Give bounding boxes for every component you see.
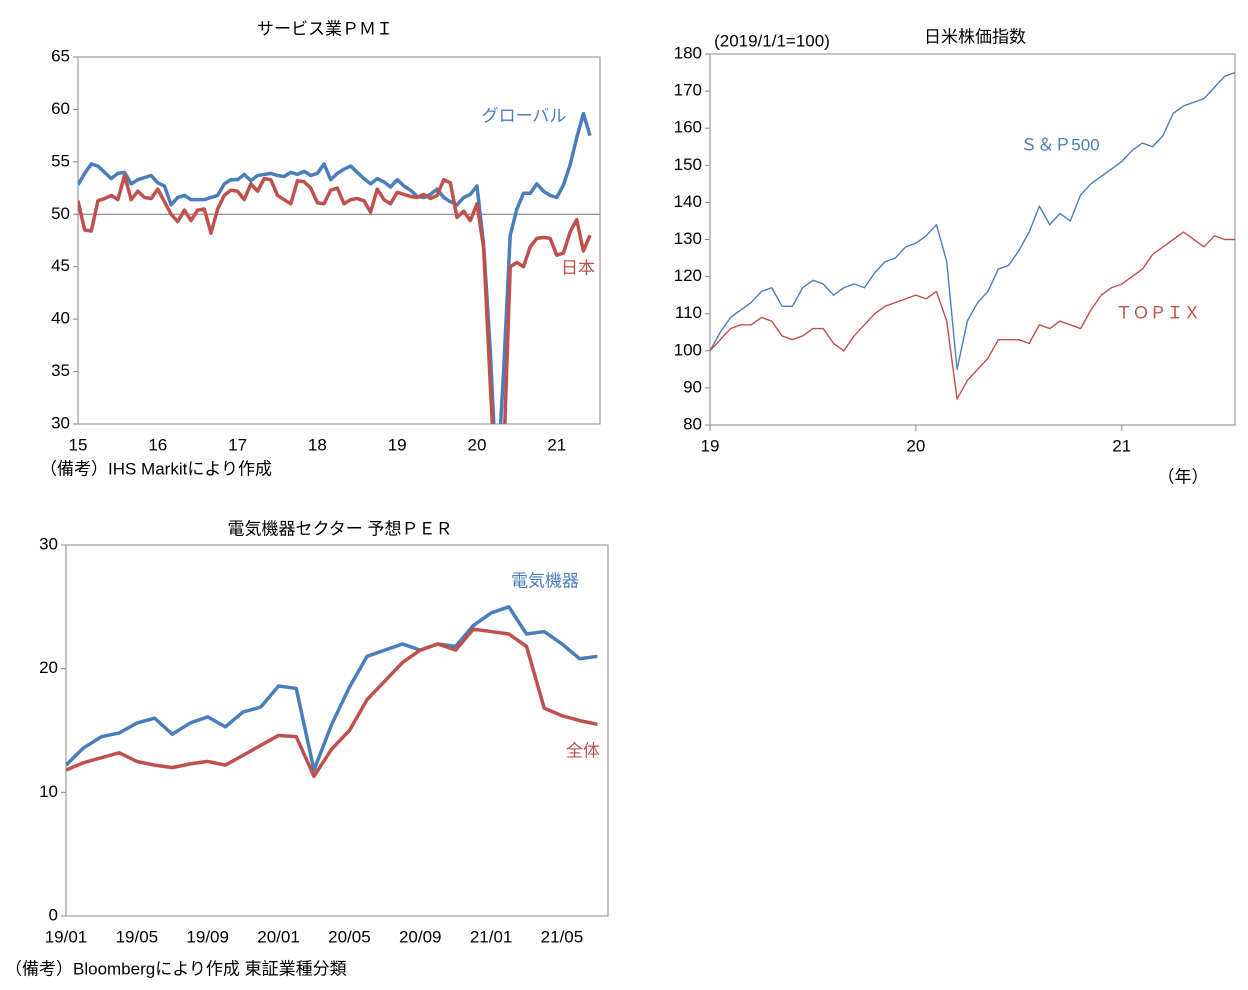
x-tick-label: 20/05 [328, 927, 371, 946]
y-tick-label: 30 [39, 534, 58, 553]
series-line [710, 71, 1235, 371]
y-tick-label: 90 [683, 377, 702, 396]
y-tick-label: 65 [51, 46, 70, 65]
chart-note: （備考）IHS Markitにより作成 [40, 459, 272, 478]
plot-frame [65, 544, 609, 917]
x-tick-label: 19/01 [45, 927, 88, 946]
chart-note: （備考）Bloombergにより作成 東証業種分類 [5, 959, 347, 978]
y-tick-label: 100 [674, 340, 702, 359]
y-tick-label: 140 [674, 192, 702, 211]
x-tick-label: 19 [701, 436, 720, 455]
x-tick-label: 20 [906, 436, 925, 455]
x-tick-label: 20/01 [257, 927, 300, 946]
y-tick-label: 150 [674, 155, 702, 174]
x-tick-label: 20/09 [399, 927, 442, 946]
x-tick-label: 19 [388, 435, 407, 454]
series-label: 電気機器 [511, 571, 579, 590]
y-tick-label: 120 [674, 266, 702, 285]
x-tick-label: 19/05 [116, 927, 159, 946]
x-tick-label: 18 [308, 435, 327, 454]
plot-frame [77, 56, 601, 425]
x-tick-label: 17 [228, 435, 247, 454]
x-axis-label: （年） [1158, 467, 1209, 486]
y-tick-label: 0 [49, 905, 58, 924]
chart-title: 日米株価指数 [924, 27, 1026, 46]
x-tick-label: 15 [69, 435, 88, 454]
y-tick-label: 40 [51, 309, 70, 328]
y-tick-label: 50 [51, 204, 70, 223]
y-tick-label: 180 [674, 43, 702, 62]
x-tick-label: 20 [468, 435, 487, 454]
series-label: Ｓ＆Ｐ500 [1020, 135, 1099, 154]
series-line [66, 605, 598, 772]
y-tick-label: 130 [674, 229, 702, 248]
x-tick-label: 21/05 [541, 927, 584, 946]
series-line [66, 627, 598, 779]
y-tick-label: 45 [51, 256, 70, 275]
y-tick-label: 35 [51, 361, 70, 380]
chart-title: サービス業ＰＭＩ [257, 19, 393, 38]
y-tick-label: 30 [51, 413, 70, 432]
x-tick-label: 21/01 [470, 927, 513, 946]
chart-title: 電気機器セクター 予想ＰＥＲ [227, 519, 452, 538]
series-label: グローバル [482, 106, 567, 125]
y-tick-label: 170 [674, 81, 702, 100]
y-tick-label: 110 [675, 303, 702, 322]
series-label: 日本 [561, 258, 595, 277]
y-tick-label: 160 [674, 118, 702, 137]
y-tick-label: 10 [39, 782, 58, 801]
y-tick-label: 20 [39, 658, 58, 677]
x-tick-label: 21 [547, 435, 566, 454]
chart-subtitle: (2019/1/1=100) [714, 31, 830, 50]
y-tick-label: 60 [51, 99, 70, 118]
y-tick-label: 55 [51, 151, 70, 170]
x-tick-label: 19/09 [186, 927, 229, 946]
series-line [710, 231, 1235, 400]
plot-frame [709, 53, 1236, 426]
series-label: ＴＯＰＩＸ [1116, 303, 1201, 322]
series-line [78, 173, 592, 424]
series-label: 全体 [566, 741, 600, 760]
series-line [78, 111, 592, 424]
y-tick-label: 80 [683, 414, 702, 433]
x-tick-label: 21 [1112, 436, 1131, 455]
x-tick-label: 16 [148, 435, 167, 454]
